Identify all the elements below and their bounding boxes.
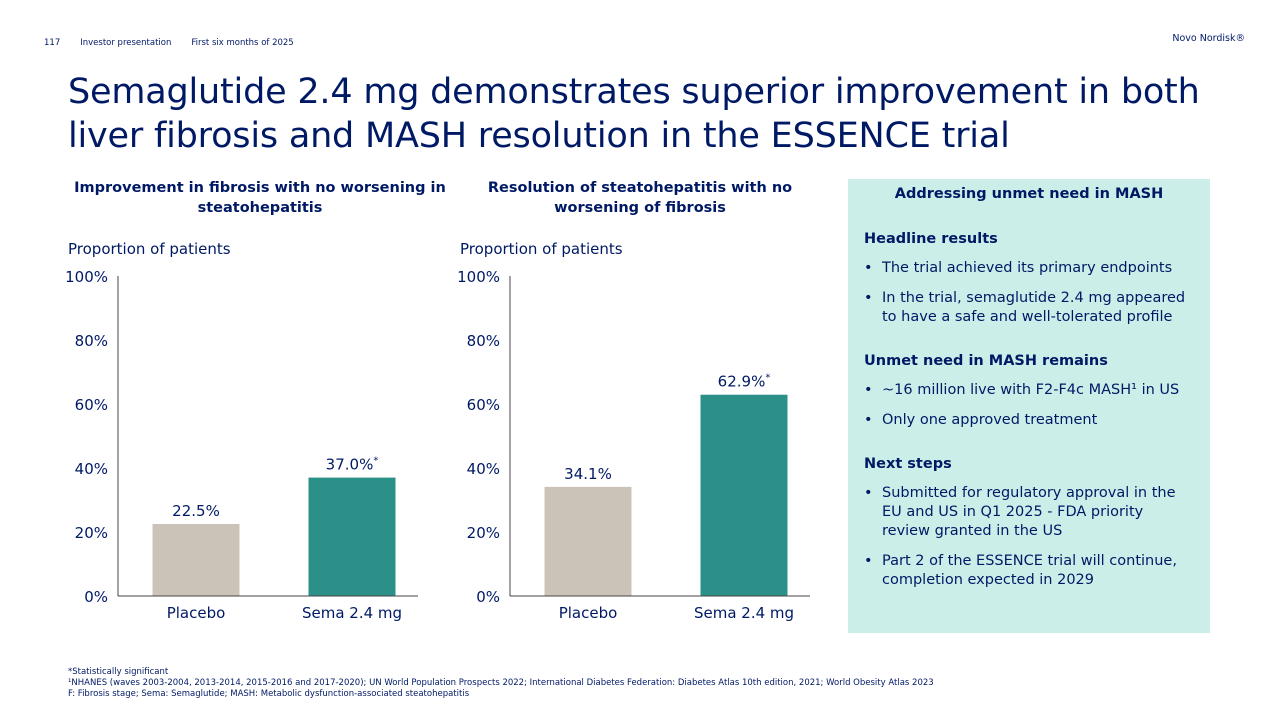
y-tick-label: 20% <box>75 524 108 542</box>
bar <box>152 524 240 596</box>
chart-title: Improvement in fibrosis with no worsenin… <box>74 180 446 216</box>
y-tick-label: 20% <box>467 524 500 542</box>
slide-header: 117 Investor presentation First six mont… <box>44 38 294 48</box>
x-tick-label: Placebo <box>167 604 226 622</box>
page-number: 117 <box>44 38 61 48</box>
bullet-list: The trial achieved its primary endpoints… <box>864 259 1194 327</box>
y-tick-label: 40% <box>75 460 108 478</box>
y-axis-label: Proportion of patients <box>68 240 231 258</box>
data-label: 62.9%* <box>718 373 771 391</box>
bar <box>544 486 632 596</box>
bullet-item: ~16 million live with F2-F4c MASH¹ in US <box>864 381 1194 400</box>
y-tick-label: 100% <box>457 268 500 286</box>
footnote: ¹NHANES (waves 2003-2004, 2013-2014, 201… <box>68 678 934 688</box>
bar <box>308 477 396 596</box>
y-axis-label: Proportion of patients <box>460 240 623 258</box>
period-label: First six months of 2025 <box>191 38 294 48</box>
data-label: 22.5% <box>172 502 220 520</box>
bullet-item: Only one approved treatment <box>864 411 1194 430</box>
bullet-list: Submitted for regulatory approval in the… <box>864 484 1194 590</box>
unmet-need-panel: Addressing unmet need in MASH Headline r… <box>848 179 1210 633</box>
bullet-item: Submitted for regulatory approval in the… <box>864 484 1194 541</box>
footnotes: *Statistically significant ¹NHANES (wave… <box>68 667 934 700</box>
bar-chart-svg: 0% 20% 40% 60% 80% 100% 22.5% Placebo 37.0%* Sema… <box>65 268 418 622</box>
footnote: F: Fibrosis stage; Sema: Semaglutide; MA… <box>68 689 470 699</box>
section-heading: Headline results <box>864 231 998 247</box>
y-tick-label: 80% <box>75 332 108 350</box>
y-tick-label: 80% <box>467 332 500 350</box>
x-tick-label: Sema 2.4 mg <box>302 604 402 622</box>
bullet-list: ~16 million live with F2-F4c MASH¹ in US… <box>864 381 1194 430</box>
y-tick-label: 40% <box>467 460 500 478</box>
panel-title: Addressing unmet need in MASH <box>894 186 1164 202</box>
bar-chart-svg: 0% 20% 40% 60% 80% 100% 34.1% Placebo 62.9%* Sema… <box>457 268 810 622</box>
bar <box>700 394 788 596</box>
fibrosis-chart: Improvement in fibrosis with no worsenin… <box>60 178 450 628</box>
section-heading: Unmet need in MASH remains <box>864 353 1108 369</box>
bullet-item: In the trial, semaglutide 2.4 mg appeare… <box>864 289 1194 327</box>
slide-title: Semaglutide 2.4 mg demonstrates superior… <box>68 72 1200 156</box>
section-heading: Next steps <box>864 456 952 472</box>
steatohepatitis-chart: Resolution of steatohepatitis with no wo… <box>452 178 842 628</box>
y-tick-label: 0% <box>476 588 500 606</box>
y-tick-label: 0% <box>84 588 108 606</box>
chart-title: Resolution of steatohepatitis with no wo… <box>487 180 793 216</box>
section-label: Investor presentation <box>80 38 172 48</box>
footnote: *Statistically significant <box>68 667 169 677</box>
data-label: 34.1% <box>564 465 612 483</box>
y-tick-label: 60% <box>467 396 500 414</box>
bullet-item: Part 2 of the ESSENCE trial will continu… <box>864 552 1194 590</box>
y-tick-label: 60% <box>75 396 108 414</box>
bullet-item: The trial achieved its primary endpoints <box>864 259 1194 278</box>
brand-name: Novo Nordisk® <box>1172 33 1245 44</box>
y-tick-label: 100% <box>65 268 108 286</box>
x-tick-label: Sema 2.4 mg <box>694 604 794 622</box>
data-label: 37.0%* <box>326 456 379 474</box>
x-tick-label: Placebo <box>559 604 618 622</box>
